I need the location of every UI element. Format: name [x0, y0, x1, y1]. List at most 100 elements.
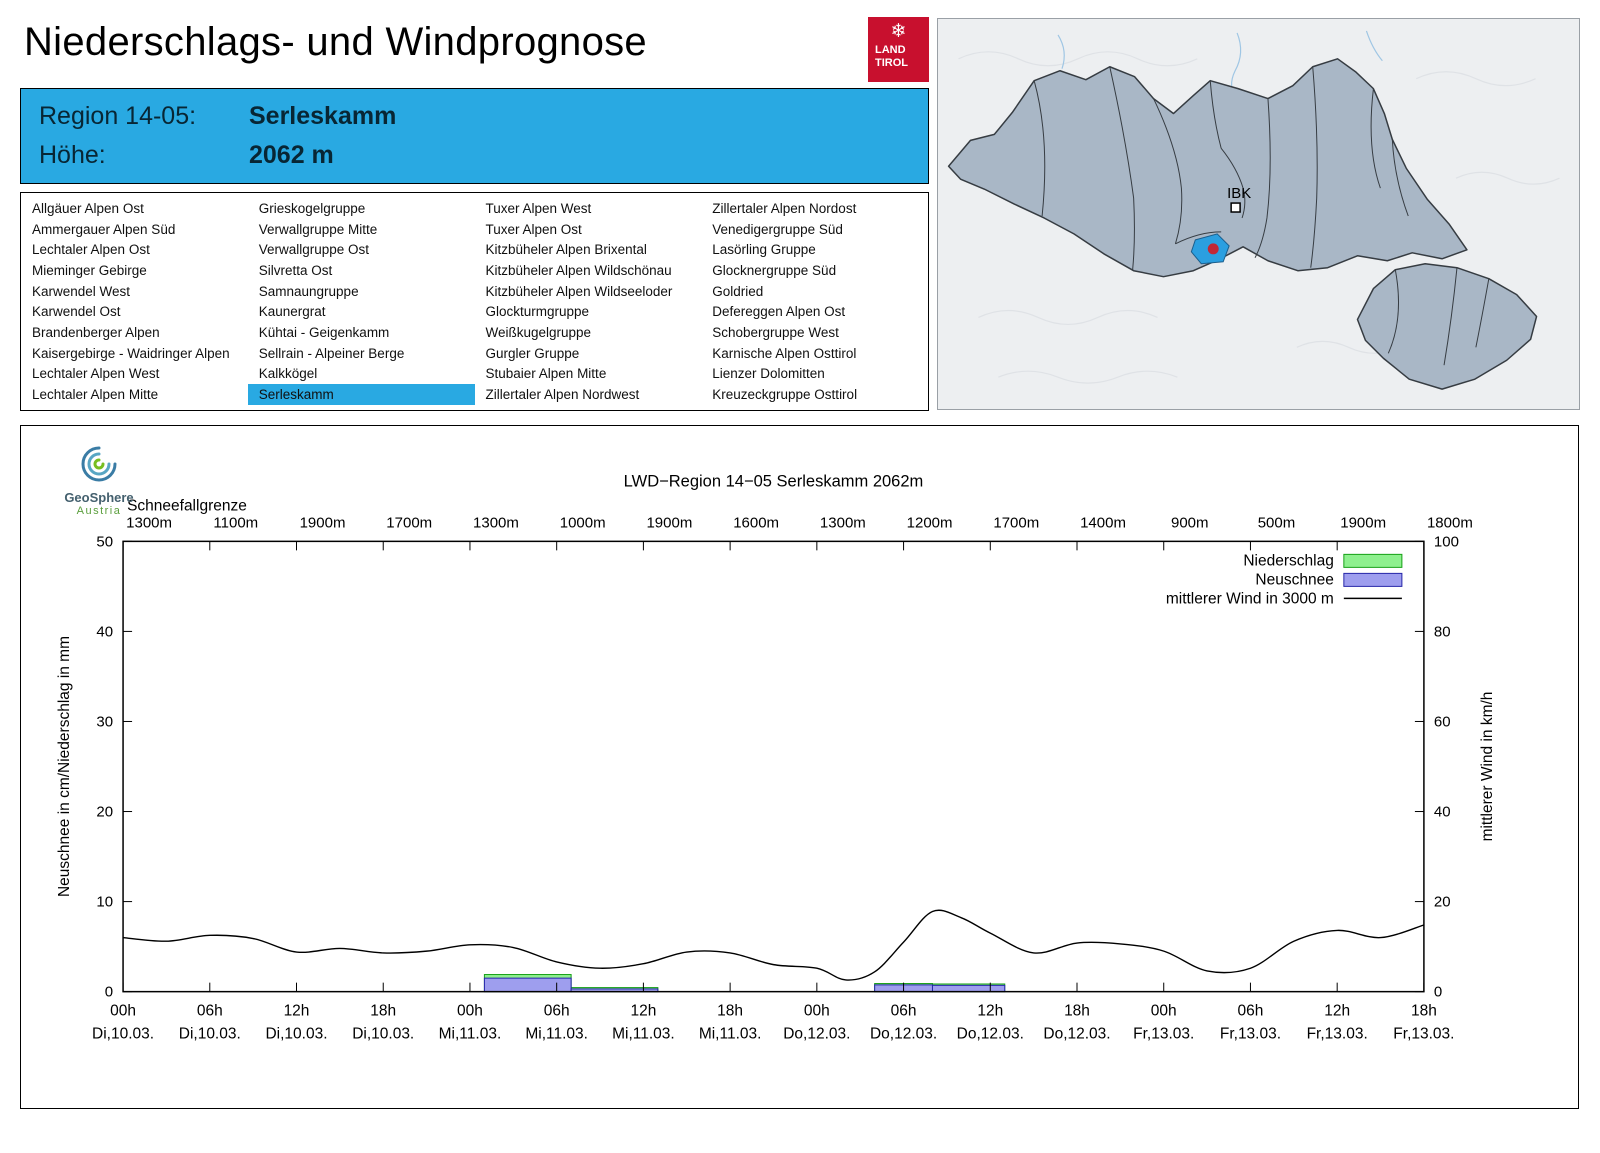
snowline-value: 500m — [1258, 514, 1296, 531]
ibk-marker — [1230, 202, 1241, 213]
region-list-item[interactable]: Lienzer Dolomitten — [712, 366, 825, 382]
region-list: Allgäuer Alpen Ost Ammergauer Alpen Süd … — [20, 192, 929, 411]
region-list-item[interactable]: Kaunergrat — [258, 304, 326, 320]
region-list-item[interactable]: Ammergauer Alpen Süd — [32, 221, 176, 237]
snowline-value: 1700m — [993, 514, 1039, 531]
region-list-item[interactable]: Glocknergruppe Süd — [712, 262, 837, 278]
region-list-item[interactable]: Kitzbüheler Alpen Wildschönau — [485, 262, 672, 278]
x-tick-hour: 18h — [717, 1003, 743, 1020]
region-list-item[interactable]: Tuxer Alpen West — [485, 200, 592, 216]
x-tick-day: Di,10.03. — [92, 1026, 154, 1043]
x-tick-day: Mi,11.03. — [525, 1026, 588, 1043]
x-tick-hour: 12h — [630, 1003, 656, 1020]
y-label-left: 50 — [96, 533, 113, 550]
neuschnee-bar — [931, 984, 1006, 993]
forecast-chart-panel: GeoSphere Austria 00h Di,10.03. 1300m 06h Di… — [20, 425, 1579, 1109]
logo-tirol-line: TIROL — [875, 56, 908, 69]
region-list-item[interactable]: Karwendel West — [32, 283, 131, 299]
region-list-item[interactable]: Lechtaler Alpen West — [32, 366, 160, 382]
x-tick-hour: 18h — [370, 1003, 396, 1020]
region-list-item[interactable]: Samnaungruppe — [258, 283, 359, 299]
ibk-label: IBK — [1227, 185, 1251, 202]
region-list-item[interactable]: Goldried — [712, 283, 764, 299]
region-list-item[interactable]: Sellrain - Alpeiner Berge — [258, 345, 405, 361]
region-value: Serleskamm — [249, 102, 397, 131]
region-list-item[interactable]: Lechtaler Alpen Ost — [32, 242, 150, 258]
x-tick-day: Fr,13.03. — [1220, 1026, 1281, 1043]
region-list-item[interactable]: Lasörling Gruppe — [712, 242, 816, 258]
snowline-value: 1300m — [126, 514, 172, 531]
region-list-item[interactable]: Venedigergruppe Süd — [712, 221, 843, 237]
x-tick-hour: 06h — [197, 1003, 223, 1020]
x-tick-hour: 00h — [804, 1003, 830, 1020]
region-list-item[interactable]: Silvretta Ost — [258, 262, 333, 278]
snowline-value: 1900m — [300, 514, 346, 531]
region-list-item[interactable]: Kühtai - Geigenkamm — [258, 325, 390, 341]
snowline-value: 1300m — [473, 514, 519, 531]
legend-label: Neuschnee — [1255, 571, 1333, 588]
region-list-item[interactable]: Allgäuer Alpen Ost — [32, 200, 144, 216]
snowline-value: 1200m — [907, 514, 953, 531]
region-list-item[interactable]: Kreuzeckgruppe Osttirol — [712, 387, 858, 403]
region-list-item[interactable]: Defereggen Alpen Ost — [712, 304, 846, 320]
region-list-item[interactable]: Zillertaler Alpen Nordost — [712, 200, 857, 216]
snowline-value: 900m — [1171, 514, 1209, 531]
region-list-item[interactable]: Kaisergebirge - Waidringer Alpen — [32, 345, 230, 361]
altitude-label: Höhe: — [39, 140, 106, 169]
region-list-item[interactable]: Mieminger Gebirge — [32, 262, 147, 278]
x-tick-hour: 12h — [977, 1003, 1003, 1020]
snowline-label: Schneefallgrenze — [127, 497, 247, 514]
region-list-item[interactable]: Kalkkögel — [258, 366, 318, 382]
region-list-item[interactable]: Verwallgruppe Ost — [258, 242, 370, 258]
y-label-right: 40 — [1434, 804, 1451, 821]
region-list-item[interactable]: Gurgler Gruppe — [485, 345, 580, 361]
y-label-right: 20 — [1434, 894, 1451, 911]
region-list-item-selected[interactable]: Serleskamm — [247, 384, 475, 405]
land-tirol-logo: ❄ LAND TIROL — [868, 17, 929, 82]
y-label-left: 30 — [96, 713, 113, 730]
altitude-row: Höhe: 2062 m — [39, 141, 910, 170]
region-list-item[interactable]: Kitzbüheler Alpen Wildseeloder — [485, 283, 673, 299]
region-list-item[interactable]: Verwallgruppe Mitte — [258, 221, 378, 237]
region-row: Region 14-05: Serleskamm — [39, 102, 910, 131]
x-tick-hour: 12h — [1324, 1003, 1350, 1020]
x-tick-day: Di,10.03. — [265, 1026, 327, 1043]
tirol-map[interactable]: IBK — [938, 19, 1579, 409]
x-tick-day: Di,10.03. — [352, 1026, 414, 1043]
snowline-value: 1000m — [560, 514, 606, 531]
region-list-item[interactable]: Glockturmgruppe — [485, 304, 590, 320]
terrain-texture — [958, 51, 1560, 384]
x-tick-day: Fr,13.03. — [1393, 1026, 1454, 1043]
neuschnee-bar — [483, 977, 572, 993]
region-list-item[interactable]: Brandenberger Alpen — [32, 325, 160, 341]
region-list-item[interactable]: Schobergruppe West — [712, 325, 839, 341]
geosphere-country: Austria — [76, 505, 122, 518]
geosphere-swirl-icon — [81, 446, 117, 482]
legend-swatch — [1343, 553, 1403, 568]
x-tick-day: Do,12.03. — [957, 1026, 1024, 1043]
region-list-item[interactable]: Zillertaler Alpen Nordwest — [485, 387, 640, 403]
ylabel-right: mittlerer Wind in km/h — [1479, 692, 1496, 842]
snowline-value: 1100m — [213, 514, 258, 531]
region-list-item[interactable]: Weißkugelgruppe — [485, 325, 592, 341]
x-tick-day: Do,12.03. — [870, 1026, 937, 1043]
region-list-item[interactable]: Tuxer Alpen Ost — [485, 221, 582, 237]
region-list-item[interactable]: Grieskogelgruppe — [258, 200, 366, 216]
map-regions[interactable] — [947, 58, 1538, 390]
east-tirol-shape[interactable] — [1356, 262, 1538, 390]
logo-land-line: LAND — [875, 44, 906, 56]
y-label-left: 20 — [96, 804, 113, 821]
ylabel-left: Neuschnee in cm/Niederschlag in mm — [56, 636, 73, 897]
region-list-item[interactable]: Karnische Alpen Osttirol — [712, 345, 857, 361]
y-label-left: 10 — [96, 894, 113, 911]
region-list-item[interactable]: Kitzbüheler Alpen Brixental — [485, 242, 647, 258]
snowflake-icon: ❄ — [890, 21, 907, 42]
north-tirol-shape[interactable] — [947, 58, 1468, 278]
selected-region-marker — [1207, 243, 1219, 255]
region-list-item[interactable]: Lechtaler Alpen Mitte — [32, 387, 159, 403]
x-tick-day: Do,12.03. — [783, 1026, 850, 1043]
region-list-item[interactable]: Karwendel Ost — [32, 304, 121, 320]
x-tick-hour: 18h — [1064, 1003, 1090, 1020]
region-list-item[interactable]: Stubaier Alpen Mitte — [485, 366, 607, 382]
y-label-left: 0 — [105, 984, 113, 1001]
